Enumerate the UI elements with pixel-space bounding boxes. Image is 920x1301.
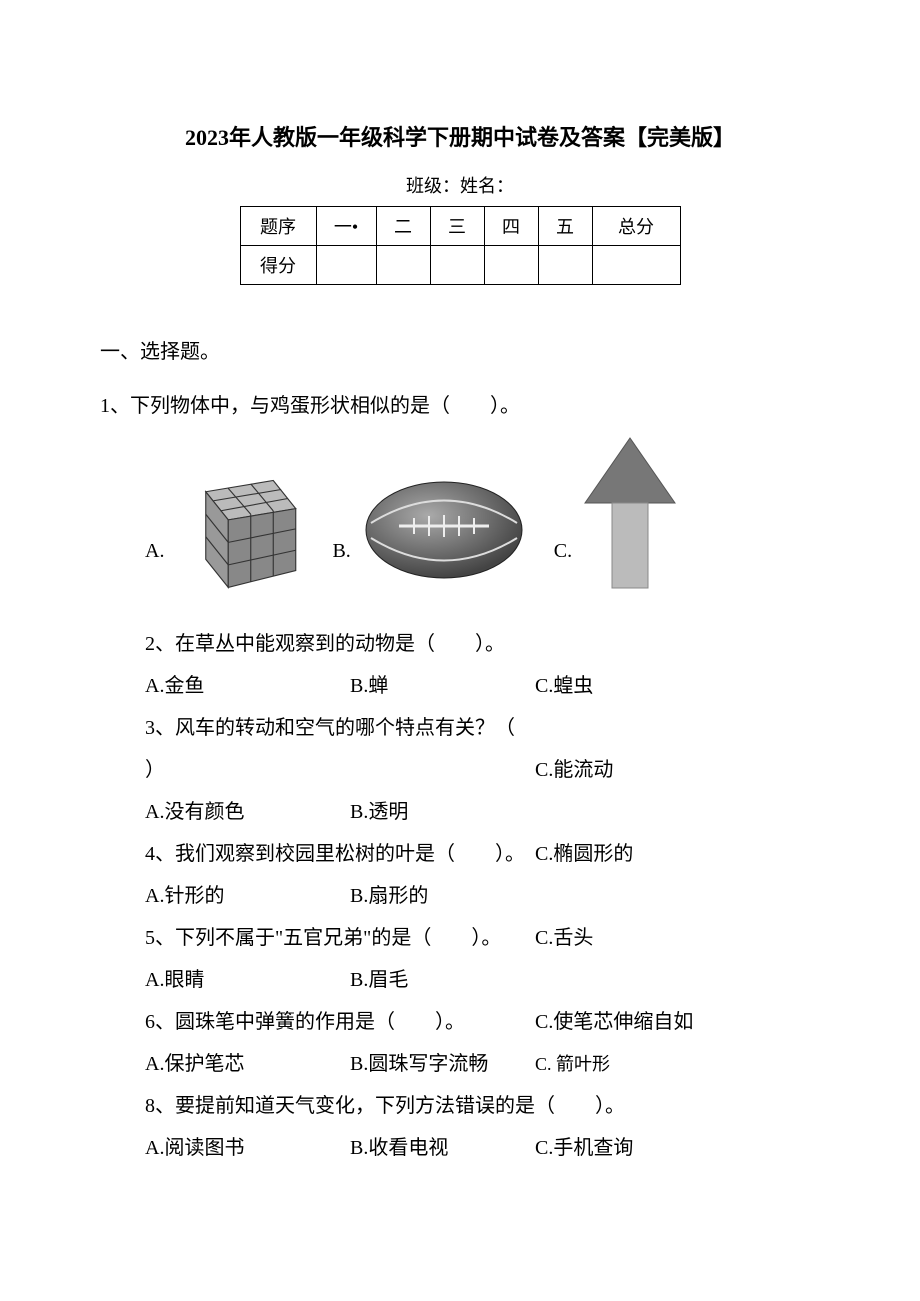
question-8-stem: 8、要提前知道天气变化，下列方法错误的是（ ）。	[145, 1085, 535, 1127]
choice-label: A.	[145, 540, 164, 563]
arrow-shape-icon	[580, 433, 680, 593]
question-2-ab: A.金鱼 B.蝉	[145, 665, 535, 707]
question-8-c: C.手机查询	[535, 1127, 785, 1169]
cell: 总分	[592, 207, 680, 246]
option-b: B.眉毛	[350, 959, 408, 1001]
cell	[376, 246, 430, 285]
cell: 五	[538, 207, 592, 246]
page-title: 2023年人教版一年级科学下册期中试卷及答案【完美版】	[110, 120, 810, 152]
football-icon	[359, 463, 529, 593]
question-6-ab: A.保护笔芯 B.圆珠写字流畅	[145, 1043, 535, 1085]
class-name-line: 班级：姓名：	[110, 172, 810, 198]
cell	[316, 246, 376, 285]
question-1-choices: A. B.	[145, 433, 810, 593]
cell: 一•	[316, 207, 376, 246]
cell: 三	[430, 207, 484, 246]
choice-b: B.	[332, 463, 528, 593]
choice-a: A.	[145, 458, 307, 593]
choice-c: C.	[554, 433, 680, 593]
question-3-stem: 3、风车的转动和空气的哪个特点有关？（	[145, 707, 535, 749]
score-table: 题序 一• 二 三 四 五 总分 得分	[240, 206, 681, 285]
cell	[430, 246, 484, 285]
option-a: A.针形的	[145, 875, 350, 917]
question-2-stem: 2、在草丛中能观察到的动物是（ ）。	[145, 623, 535, 665]
option-a: A.阅读图书	[145, 1127, 350, 1169]
choice-label: C.	[554, 540, 572, 563]
option-b: B.收看电视	[350, 1127, 448, 1169]
cell: 四	[484, 207, 538, 246]
question-5-ab: A.眼睛 B.眉毛	[145, 959, 535, 1001]
question-2-c: C.蝗虫	[535, 665, 785, 707]
option-a: A.保护笔芯	[145, 1043, 350, 1085]
option-a: A.金鱼	[145, 665, 350, 707]
rubiks-cube-icon	[172, 458, 307, 593]
table-row: 得分	[240, 246, 680, 285]
table-row: 题序 一• 二 三 四 五 总分	[240, 207, 680, 246]
option-b: B.透明	[350, 791, 408, 833]
question-3-close: ）	[145, 749, 535, 791]
question-3-c: C.能流动	[535, 749, 785, 791]
question-4-ab: A.针形的 B.扇形的	[145, 875, 535, 917]
cell: 二	[376, 207, 430, 246]
option-b: B.扇形的	[350, 875, 428, 917]
question-4-c: C.椭圆形的	[535, 833, 785, 875]
section-heading: 一、选择题。	[100, 335, 820, 364]
option-a: A.眼睛	[145, 959, 350, 1001]
question-5-stem: 5、下列不属于"五官兄弟"的是（ ）。	[145, 917, 535, 959]
question-5-c: C.舌头	[535, 917, 785, 959]
question-6-stem: 6、圆珠笔中弹簧的作用是（ ）。	[145, 1001, 535, 1043]
cell	[484, 246, 538, 285]
question-1-stem: 1、下列物体中，与鸡蛋形状相似的是（ ）。	[100, 389, 820, 418]
option-b: B.蝉	[350, 665, 388, 707]
cell: 题序	[240, 207, 316, 246]
option-a: A.没有颜色	[145, 791, 350, 833]
cell	[592, 246, 680, 285]
question-8-ab: A.阅读图书 B.收看电视	[145, 1127, 535, 1169]
question-7-c: C. 箭叶形	[535, 1043, 785, 1085]
cell	[538, 246, 592, 285]
option-b: B.圆珠写字流畅	[350, 1043, 488, 1085]
cell: 得分	[240, 246, 316, 285]
question-4-stem: 4、我们观察到校园里松树的叶是（ ）。	[145, 833, 535, 875]
question-3-ab: A.没有颜色 B.透明	[145, 791, 535, 833]
question-6-c: C.使笔芯伸缩自如	[535, 1001, 785, 1043]
choice-label: B.	[332, 540, 350, 563]
